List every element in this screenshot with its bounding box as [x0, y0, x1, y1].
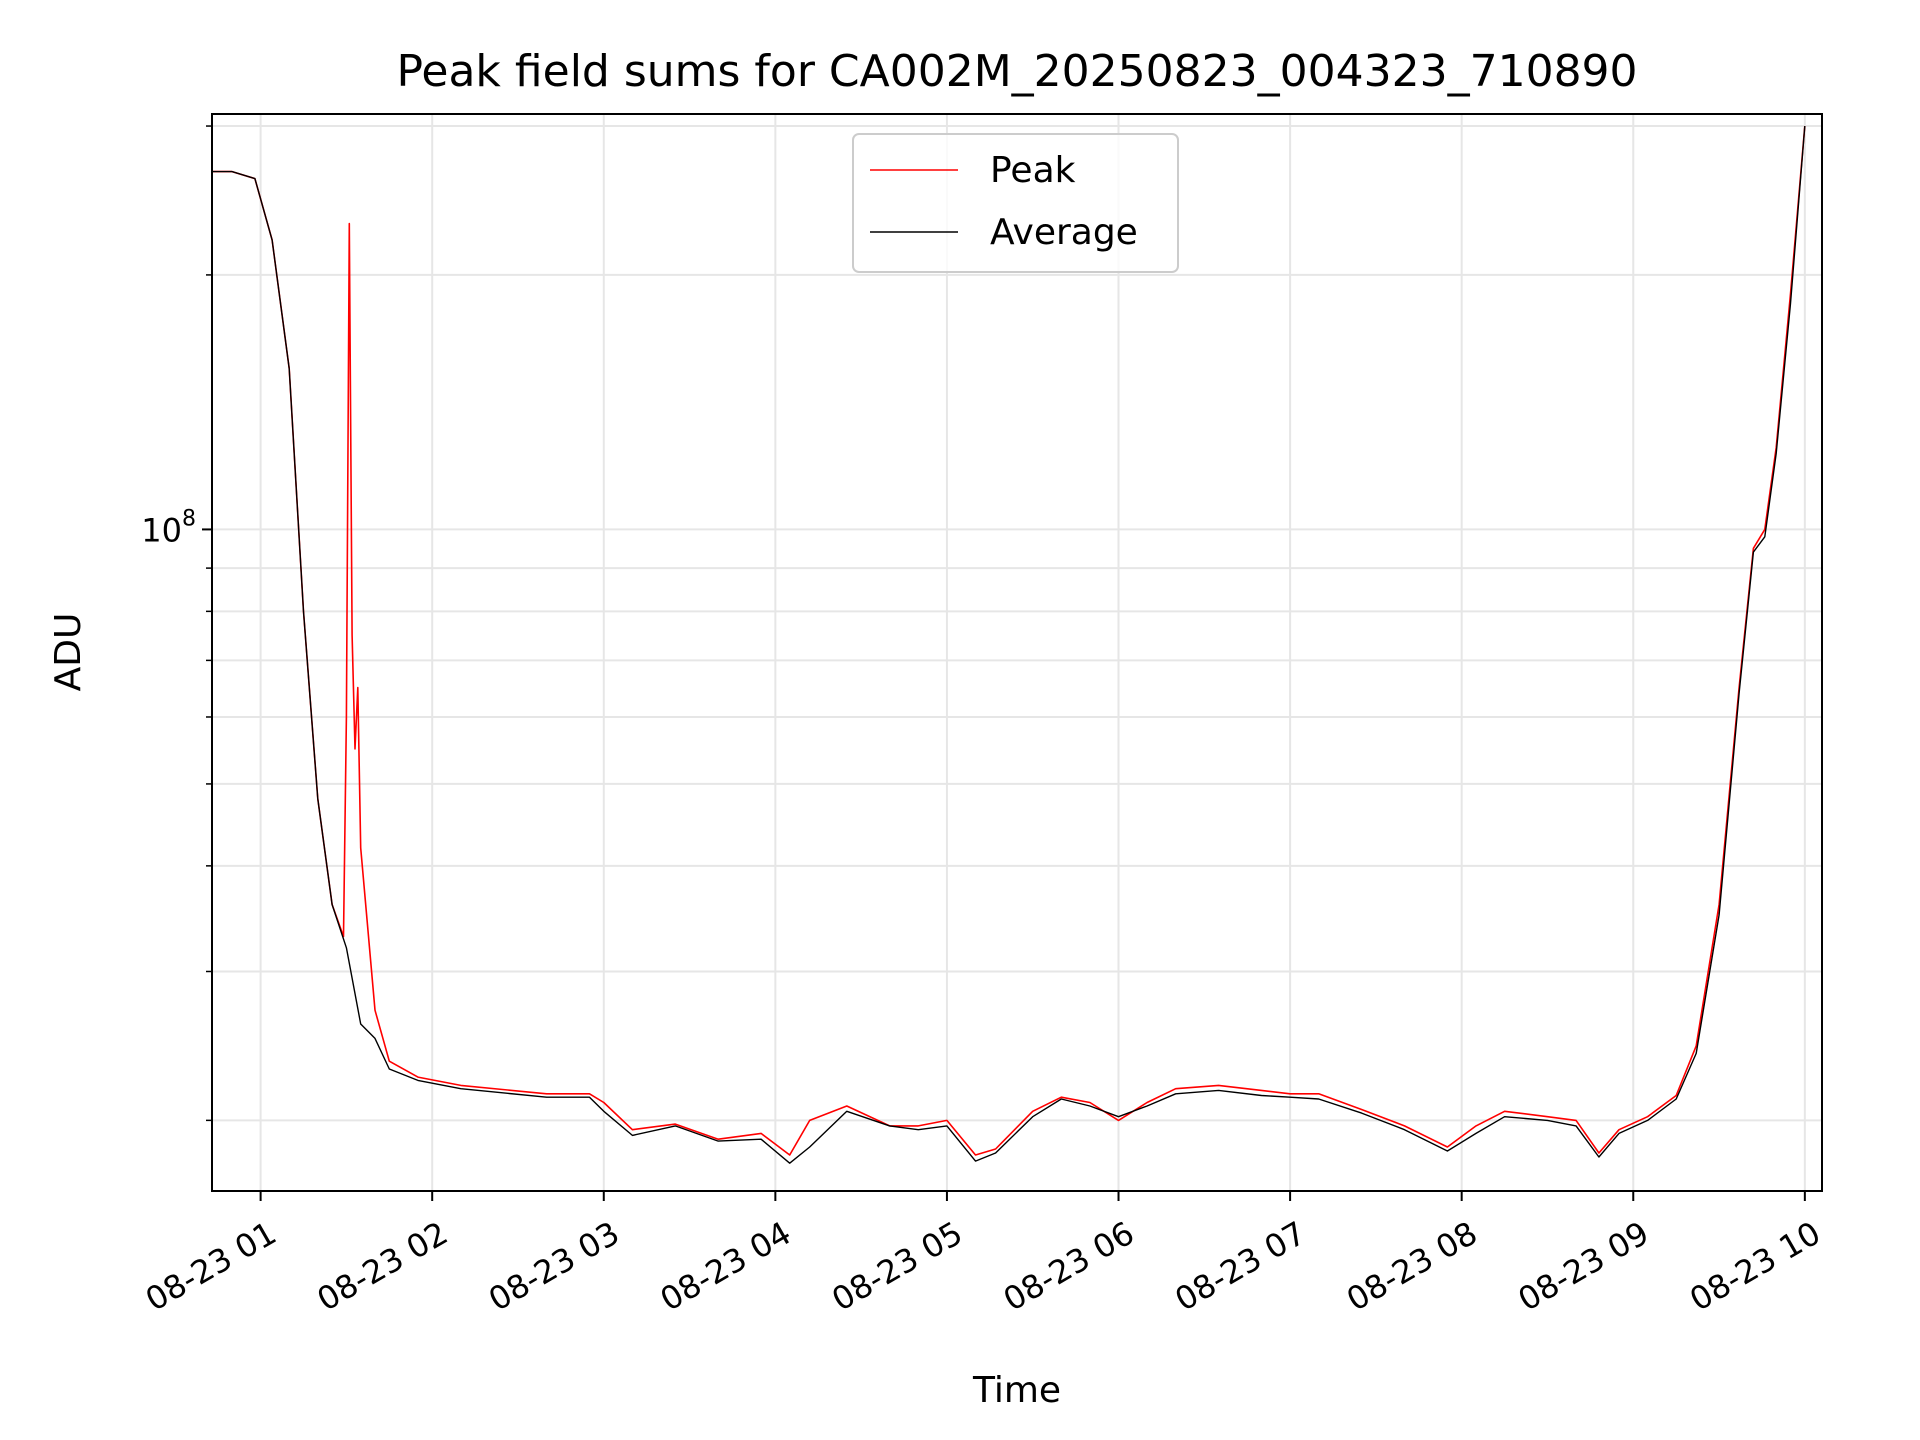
x-axis-label: Time	[972, 1370, 1061, 1411]
y-tick-label: 108	[141, 506, 196, 549]
plot-area	[212, 125, 1806, 1164]
legend-label-average: Average	[990, 212, 1138, 253]
legend-box	[852, 133, 1179, 273]
y-axis-label: ADU	[48, 613, 89, 692]
series-line-peak	[212, 125, 1806, 1156]
series-lines	[212, 125, 1806, 1164]
chart-title: Peak field sums for CA002M_20250823_0043…	[396, 46, 1637, 97]
legend: Peak Average	[852, 133, 1179, 273]
plot-frame	[211, 113, 1823, 1192]
series-line-average	[212, 125, 1806, 1164]
grid	[212, 114, 1822, 1191]
legend-label-peak: Peak	[990, 150, 1076, 191]
